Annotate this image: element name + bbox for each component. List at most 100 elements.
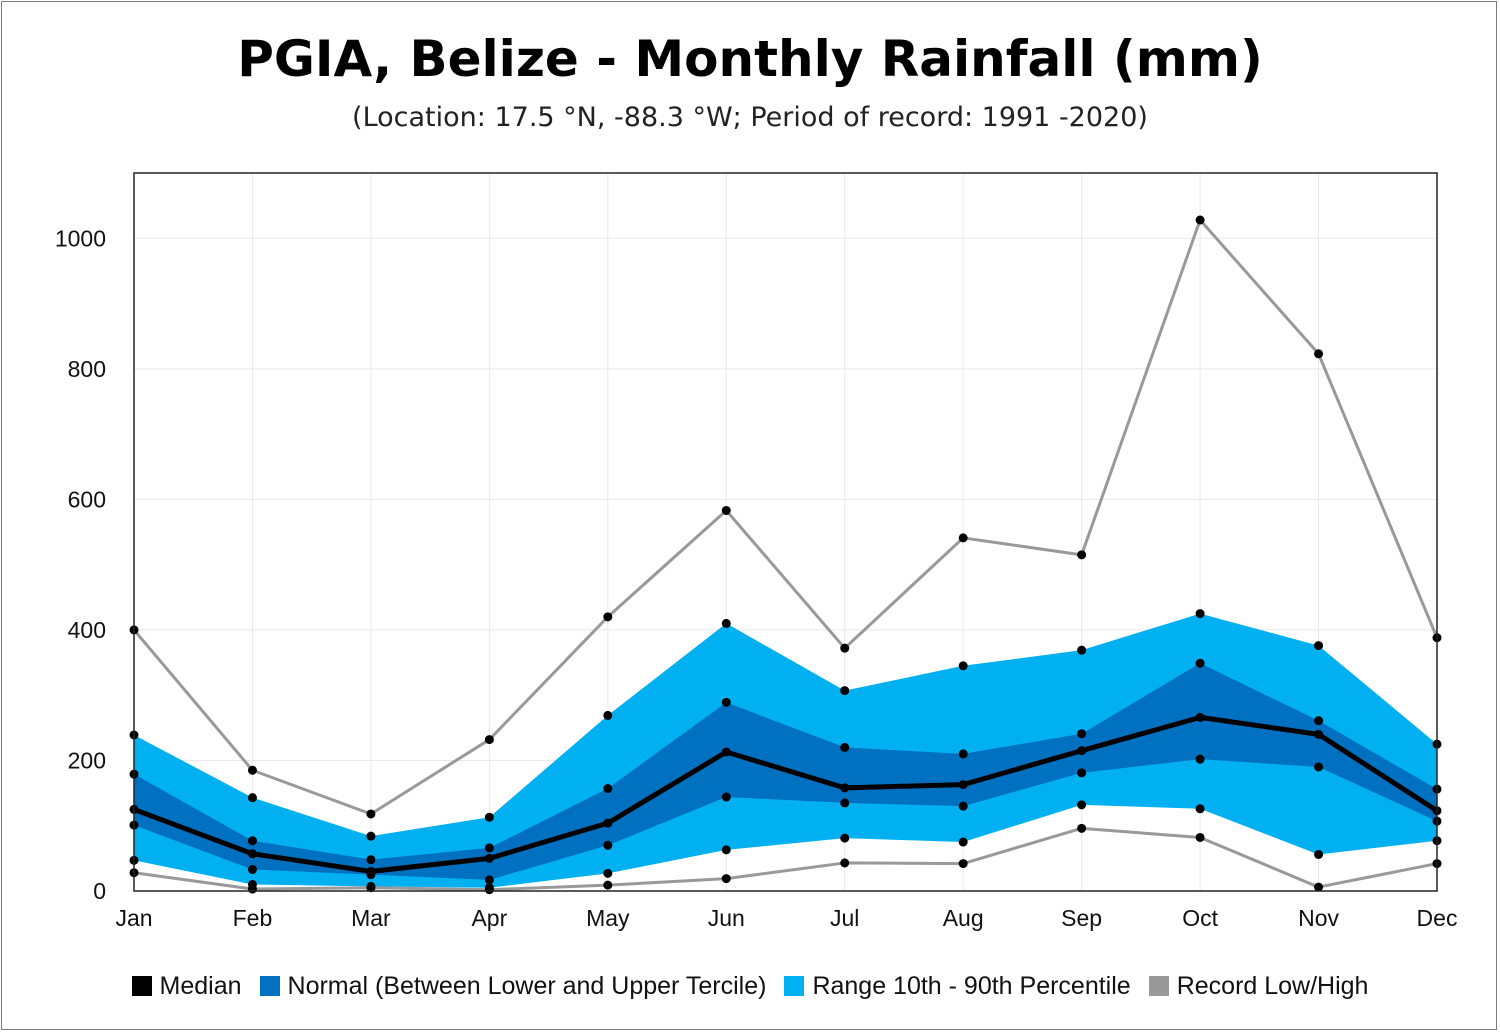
legend-item-record[interactable]: Record Low/High (1148, 971, 1369, 1001)
x-tick-label-oct: Oct (1182, 905, 1218, 931)
legend-item-median[interactable]: Median (131, 971, 242, 1001)
legend-item-normal[interactable]: Normal (Between Lower and Upper Tercile) (259, 971, 767, 1001)
point-lower_tercile-oct (1195, 754, 1205, 764)
point-upper_tercile-may (603, 784, 613, 794)
line-record-low (133, 826, 1438, 892)
x-tick-labels: Jan Feb Mar Apr May Jun Jul Aug Sep Oct Nov Dec (115, 905, 1457, 931)
x-tick-label-aug: Aug (943, 905, 984, 931)
point-upper_tercile-feb (247, 836, 257, 846)
chart-title: PGIA, Belize - Monthly Rainfall (mm) (237, 30, 1263, 88)
point-lower_tercile-nov (1314, 762, 1324, 772)
point-p90-nov (1314, 641, 1324, 651)
point-p90-sep (1077, 645, 1087, 655)
point-p10-oct (1195, 804, 1205, 814)
legend-swatch-range (784, 976, 805, 996)
point-median-apr (484, 853, 494, 863)
x-tick-label-apr: Apr (471, 905, 507, 931)
point-record_low-may (603, 880, 613, 890)
point-lower_tercile-jun (721, 792, 731, 802)
point-p10-may (603, 868, 613, 878)
point-record_high-aug (958, 533, 968, 543)
y-tick-label-600: 600 (68, 486, 106, 512)
point-median-may (603, 818, 613, 828)
point-record_high-sep (1077, 550, 1087, 560)
point-p90-oct (1195, 609, 1205, 619)
legend: Median Normal (Between Lower and Upper T… (0, 968, 1500, 1004)
point-record_low-jun (721, 874, 731, 884)
y-tick-label-0: 0 (93, 878, 106, 904)
y-tick-label-1000: 1000 (55, 225, 106, 251)
x-tick-label-jun: Jun (708, 905, 745, 931)
point-upper_tercile-apr (484, 843, 494, 853)
legend-label-record: Record Low/High (1176, 971, 1369, 1000)
point-record_high-apr (484, 735, 494, 745)
point-record_high-jul (840, 643, 850, 653)
point-p90-mar (366, 831, 376, 841)
legend-label-normal: Normal (Between Lower and Upper Tercile) (287, 971, 767, 1000)
line-median (133, 714, 1439, 874)
x-tick-label-jul: Jul (830, 905, 859, 931)
bands (134, 613, 1437, 888)
point-median-aug (958, 780, 968, 790)
point-p90-feb (247, 793, 257, 803)
point-p10-jul (840, 833, 850, 843)
point-upper_tercile-jul (840, 742, 850, 752)
point-record_low-apr (484, 885, 494, 895)
y-tick-label-400: 400 (68, 617, 106, 643)
x-tick-label-mar: Mar (351, 905, 391, 931)
x-tick-label-feb: Feb (233, 905, 273, 931)
point-lower_tercile-sep (1077, 768, 1087, 778)
x-tick-label-dec: Dec (1417, 905, 1458, 931)
point-p10-jun (721, 845, 731, 855)
point-record_low-aug (958, 859, 968, 869)
point-p10-nov (1314, 849, 1324, 859)
point-record_low-sep (1077, 823, 1087, 833)
x-tick-label-jan: Jan (115, 905, 152, 931)
point-p10-aug (958, 837, 968, 847)
point-lower_tercile-jul (840, 798, 850, 808)
point-upper_tercile-nov (1314, 716, 1324, 726)
x-tick-label-sep: Sep (1061, 905, 1102, 931)
axes (133, 172, 1438, 892)
point-lower_tercile-feb (247, 864, 257, 874)
point-record_high-jun (721, 505, 731, 515)
legend-label-range: Range 10th - 90th Percentile (812, 971, 1131, 1000)
point-p10-sep (1077, 800, 1087, 810)
legend-swatch-normal (259, 976, 280, 996)
point-record_high-mar (366, 809, 376, 819)
chart-subtitle: (Location: 17.5 °N, -88.3 °W; Period of … (352, 102, 1148, 133)
point-p90-may (603, 710, 613, 720)
series-lines (132, 218, 1439, 892)
line-record-high (132, 218, 1439, 816)
point-record_high-feb (247, 765, 257, 775)
y-tick-label-800: 800 (68, 356, 106, 382)
data-points (129, 215, 1442, 895)
point-record_low-nov (1314, 882, 1324, 892)
y-tick-label-200: 200 (68, 747, 106, 773)
point-median-sep (1077, 746, 1087, 756)
point-median-nov (1314, 729, 1324, 739)
point-median-oct (1195, 712, 1205, 722)
point-upper_tercile-oct (1195, 658, 1205, 668)
point-upper_tercile-sep (1077, 729, 1087, 739)
point-upper_tercile-jun (721, 697, 731, 707)
plot-area-border (133, 172, 1438, 892)
point-median-jul (840, 783, 850, 793)
point-p90-aug (958, 661, 968, 671)
point-record_high-oct (1195, 215, 1205, 225)
legend-item-range[interactable]: Range 10th - 90th Percentile (784, 971, 1131, 1001)
point-lower_tercile-aug (958, 801, 968, 811)
legend-label-median: Median (159, 971, 242, 1000)
y-tick-labels: 0 200 400 600 800 1000 (55, 225, 106, 904)
point-record_low-feb (247, 884, 257, 894)
point-lower_tercile-apr (484, 875, 494, 885)
point-upper_tercile-aug (958, 749, 968, 759)
x-tick-label-nov: Nov (1298, 905, 1339, 931)
point-p90-jun (721, 618, 731, 628)
point-p90-apr (484, 812, 494, 822)
legend-swatch-record (1148, 976, 1169, 996)
point-lower_tercile-mar (366, 870, 376, 880)
point-record_low-jul (840, 858, 850, 868)
point-record_low-oct (1195, 832, 1205, 842)
